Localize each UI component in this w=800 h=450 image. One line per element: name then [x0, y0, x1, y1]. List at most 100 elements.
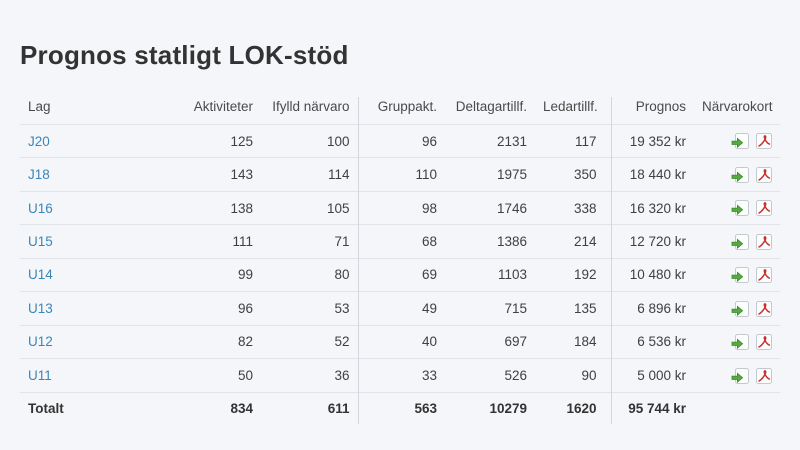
attendance-card-export-icon [731, 300, 750, 320]
cell-prognos: 6 536 kr [610, 325, 694, 359]
cell-ifylld: 71 [334, 234, 350, 250]
cell-deltagartillf: 10279 [489, 400, 527, 416]
cell-lag: U11 [20, 359, 185, 392]
cell-prognos: 5 000 kr [610, 358, 694, 392]
cell-gruppakt: 98 [357, 191, 445, 225]
cell-gruppakt: 49 [357, 291, 445, 326]
table-row: U11 50 36 33 526 90 5 000 kr [20, 358, 780, 392]
cell-gruppakt: 110 [357, 157, 445, 192]
cell-aktiviteter: 99 [237, 267, 253, 283]
pdf-link[interactable] [756, 300, 772, 320]
attendance-card-export-icon [731, 200, 750, 219]
cell-aktiviteter: 143 [230, 167, 253, 183]
column-header-ledartillf: Ledartillf. [543, 99, 598, 114]
cell-narvarokort [694, 125, 780, 158]
column-header-aktiviteter: Aktiviteter [193, 99, 253, 114]
cell-narvarokort [694, 359, 780, 392]
cell-aktiviteter: 50 [237, 367, 253, 383]
cell-deltagartillf: 1746 [496, 200, 527, 216]
team-link[interactable]: U14 [28, 267, 53, 283]
cell-ledartillf: 214 [573, 234, 597, 250]
table-row: U13 96 53 49 715 135 6 896 kr [20, 291, 780, 326]
pdf-icon [756, 300, 772, 320]
pdf-link[interactable] [756, 133, 772, 152]
header-row: Lag Aktiviteter Ifylld närvaro Gruppakt. Del… [20, 97, 780, 125]
cell-lag: U13 [20, 292, 185, 325]
cell-ifylld: 100 [326, 133, 350, 149]
cell-prognos: 19 352 kr [610, 124, 694, 158]
pdf-icon [756, 267, 772, 286]
cell-deltagartillf: 697 [504, 334, 527, 350]
cell-aktiviteter: 125 [230, 133, 253, 149]
team-link[interactable]: U11 [28, 367, 52, 383]
pdf-icon [756, 166, 772, 186]
cell-prognos: 18 440 kr [610, 157, 694, 192]
attendance-card-export-icon [731, 334, 750, 353]
cell-deltagartillf: 1975 [496, 167, 527, 183]
column-header-deltagartillf: Deltagartillf. [455, 99, 527, 114]
cell-ledartillf: 350 [573, 167, 597, 183]
cell-ledartillf: 338 [573, 200, 597, 216]
cell-ifylld: 611 [327, 400, 350, 416]
attendance-card-export-link[interactable] [731, 367, 750, 387]
table-row: J18 143 114 110 1975 350 18 440 kr [20, 157, 780, 192]
team-link[interactable]: U16 [28, 200, 53, 216]
cell-prognos: 16 320 kr [610, 191, 694, 225]
cell-ifylld: 53 [334, 300, 350, 316]
column-header-prognos: Prognos [610, 97, 694, 125]
cell-prognos: 12 720 kr [610, 224, 694, 259]
attendance-card-export-link[interactable] [731, 300, 750, 320]
column-header-narvarokort: Närvarokort [702, 99, 773, 114]
team-link[interactable]: U15 [28, 234, 53, 250]
cell-prognos: 10 480 kr [610, 258, 694, 292]
team-link[interactable]: J20 [28, 133, 50, 149]
cell-gruppakt: 96 [357, 124, 445, 158]
pdf-link[interactable] [756, 334, 772, 351]
team-link[interactable]: J18 [28, 167, 50, 183]
cell-narvarokort [694, 191, 780, 224]
cell-narvarokort [694, 325, 780, 358]
team-link[interactable]: U12 [28, 334, 53, 350]
column-header-gruppakt: Gruppakt. [357, 97, 445, 125]
pdf-link[interactable] [756, 267, 772, 286]
cell-ledartillf: 1620 [566, 400, 597, 416]
cell-gruppakt: 33 [357, 358, 445, 392]
table-body: J20 125 100 96 2131 117 19 352 kr J18 143 114 110… [20, 124, 780, 424]
attendance-card-export-link[interactable] [731, 233, 750, 253]
attendance-card-export-link[interactable] [731, 267, 750, 286]
pdf-icon [756, 367, 772, 387]
pdf-link[interactable] [756, 200, 772, 219]
team-link[interactable]: U13 [28, 300, 53, 316]
pdf-icon [756, 200, 772, 219]
cell-deltagartillf: 1386 [496, 234, 527, 250]
attendance-card-export-link[interactable] [731, 200, 750, 219]
total-row: Totalt 834 611 563 10279 1620 95 744 kr [20, 392, 780, 424]
attendance-card-export-icon [731, 233, 750, 253]
attendance-card-export-link[interactable] [731, 166, 750, 186]
attendance-card-export-icon [731, 267, 750, 286]
cell-ifylld: 105 [326, 200, 350, 216]
cell-deltagartillf: 2131 [496, 133, 527, 149]
cell-ifylld: 52 [334, 334, 350, 350]
cell-narvarokort [694, 392, 780, 424]
cell-lag: Totalt [28, 400, 64, 416]
pdf-link[interactable] [756, 367, 772, 387]
cell-aktiviteter: 834 [230, 400, 253, 416]
cell-prognos: 95 744 kr [610, 392, 694, 424]
attendance-card-export-link[interactable] [731, 334, 750, 353]
cell-ledartillf: 135 [573, 300, 597, 316]
cell-ledartillf: 90 [581, 367, 597, 383]
pdf-link[interactable] [756, 166, 772, 186]
table-header: Lag Aktiviteter Ifylld närvaro Gruppakt. Del… [20, 97, 780, 125]
pdf-icon [756, 133, 772, 152]
cell-ledartillf: 117 [574, 133, 597, 149]
cell-ifylld: 114 [327, 167, 350, 183]
column-header-ifylld: Ifylld närvaro [272, 99, 350, 114]
attendance-card-export-icon [731, 166, 750, 186]
attendance-card-export-icon [731, 367, 750, 387]
attendance-card-export-link[interactable] [731, 133, 750, 150]
table-row: U12 82 52 40 697 184 6 536 kr [20, 325, 780, 359]
cell-narvarokort [694, 292, 780, 325]
cell-aktiviteter: 138 [230, 200, 253, 216]
pdf-link[interactable] [756, 233, 772, 250]
